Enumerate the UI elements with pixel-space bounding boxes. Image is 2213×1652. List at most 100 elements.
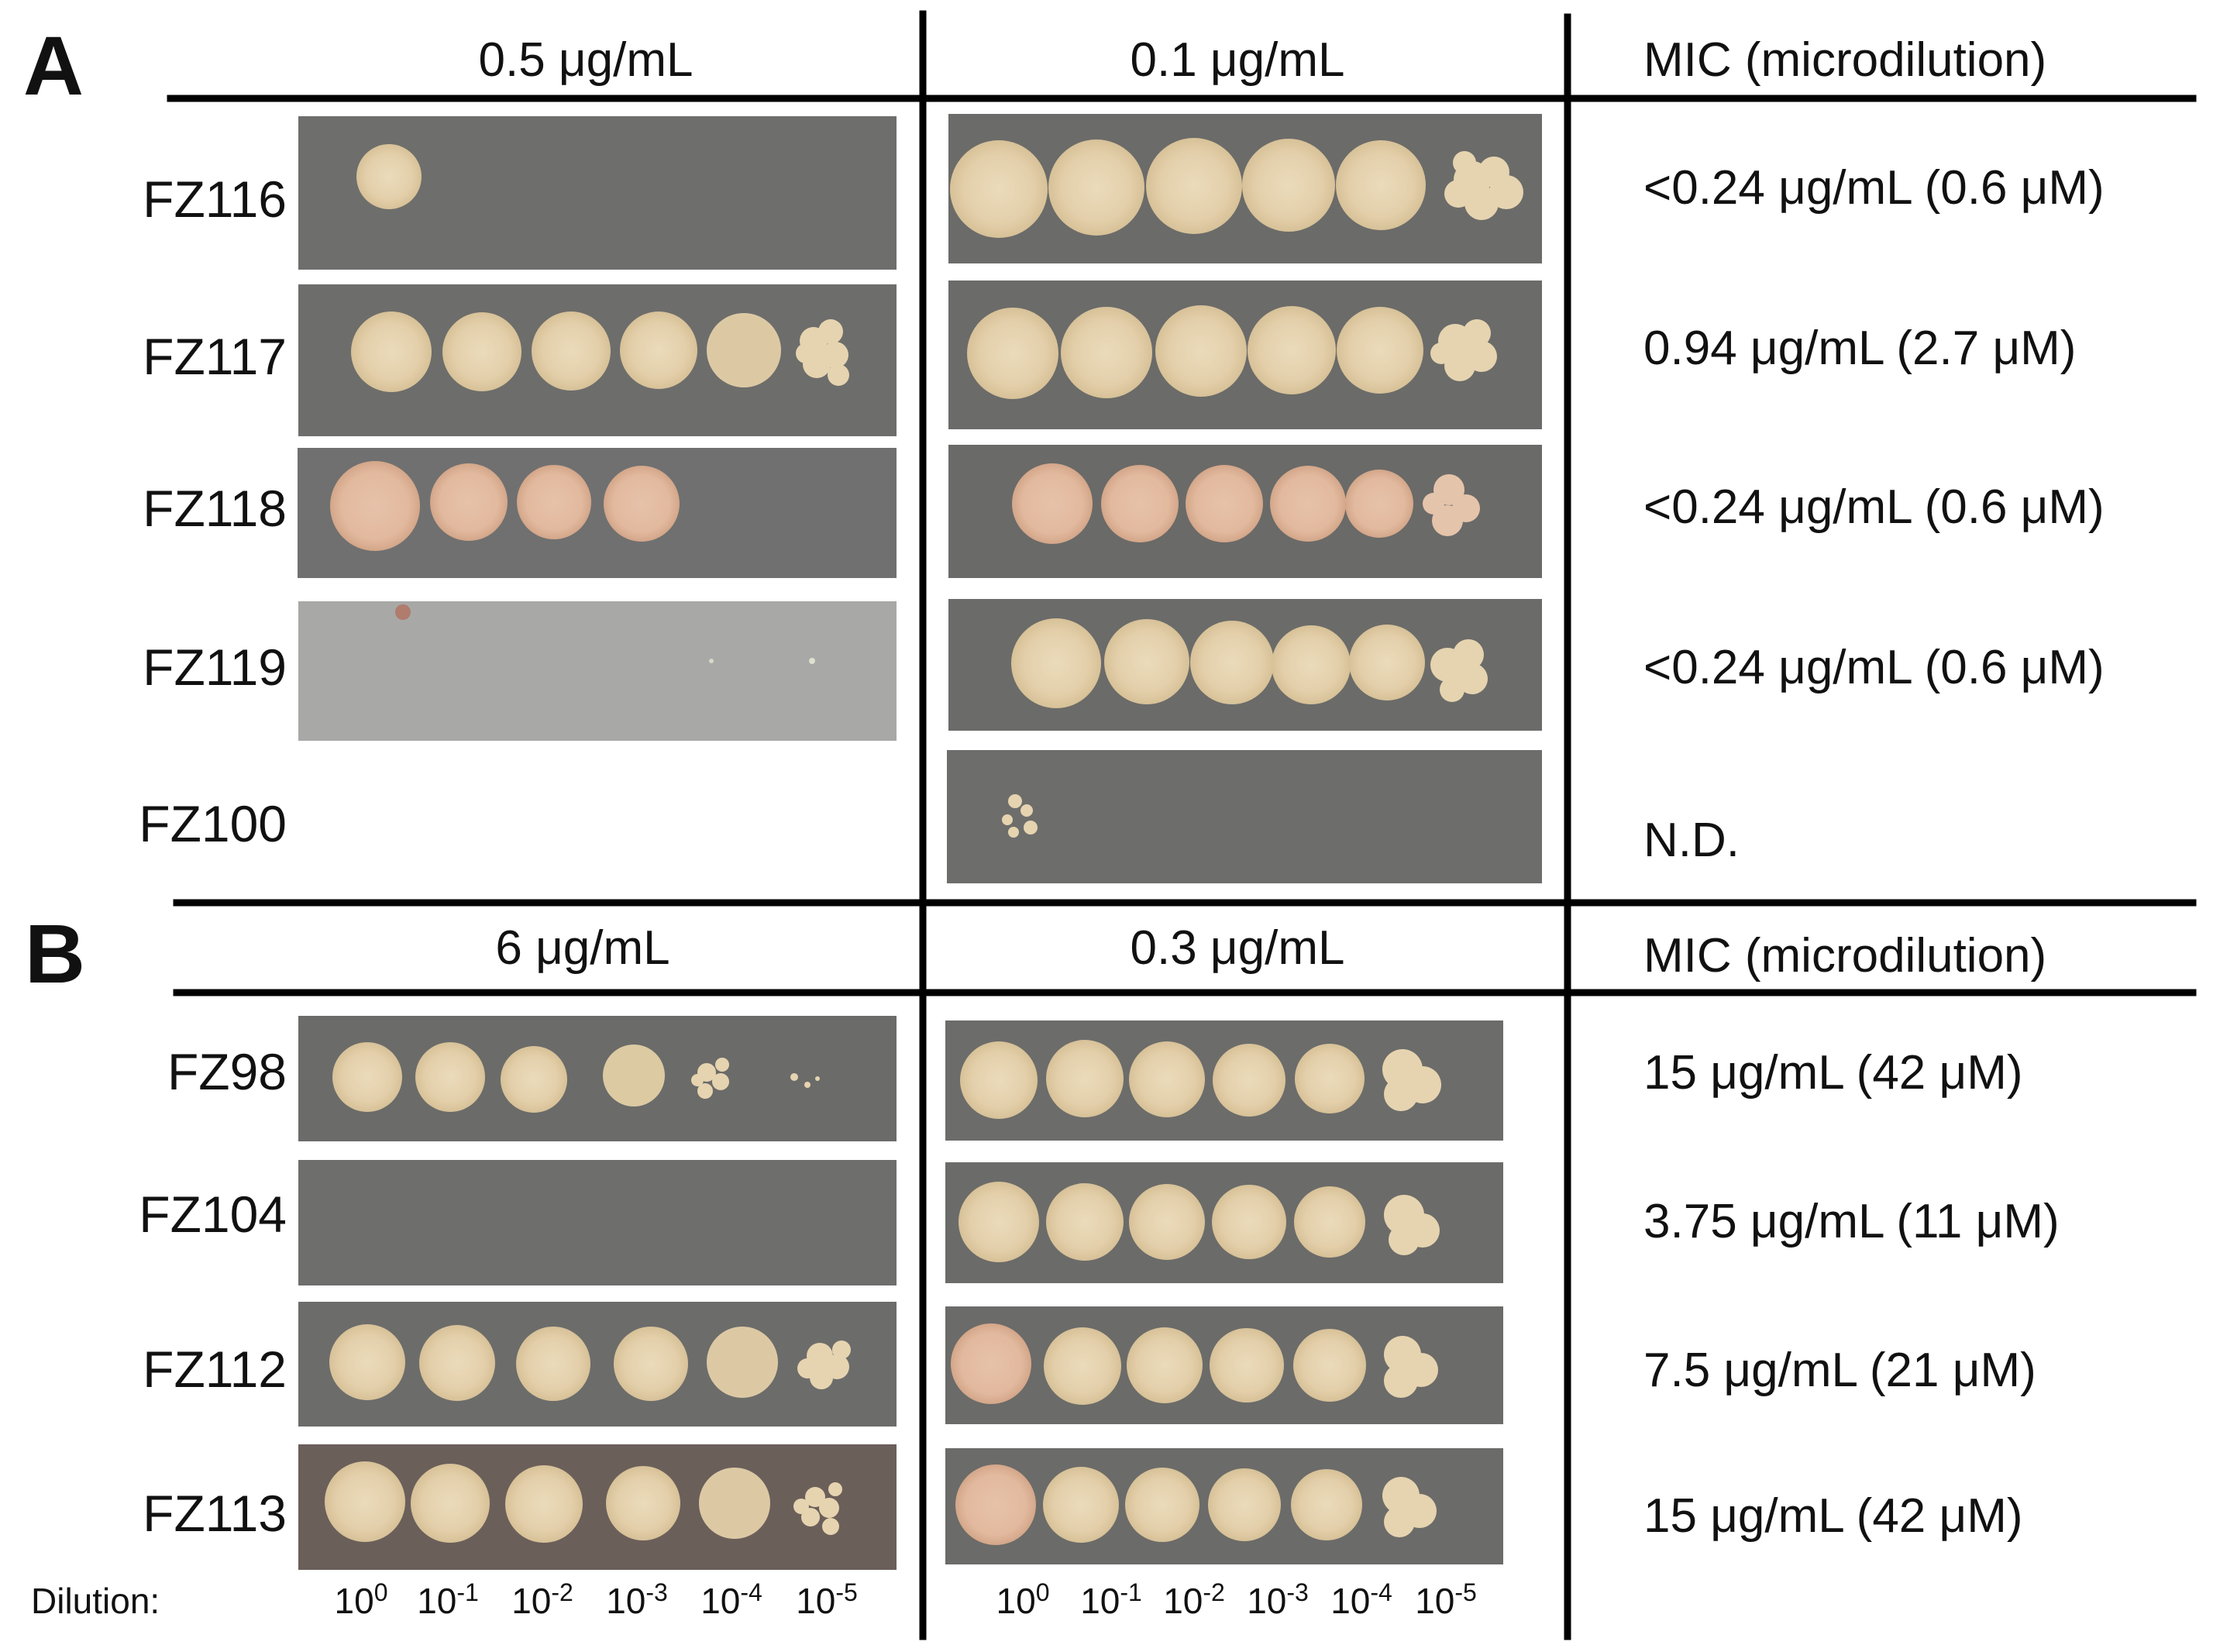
colony-spot <box>699 1468 770 1539</box>
colony-spot <box>603 1045 665 1106</box>
colony-spot <box>707 313 781 387</box>
colony-spot <box>1208 1468 1281 1541</box>
colony-spot <box>442 312 521 391</box>
plate-fz104-left <box>298 1160 897 1285</box>
mic-value-fz116: <0.24 μg/mL (0.6 μM) <box>1643 161 2105 215</box>
colony-spot <box>517 465 591 539</box>
colony-spot <box>959 1182 1039 1262</box>
colony-spot <box>620 311 697 389</box>
colony-spot <box>332 1042 402 1112</box>
colony-spot <box>516 1327 590 1401</box>
dilution-tick-right-2: 10-2 <box>1163 1578 1225 1621</box>
colony-spot <box>1061 307 1152 398</box>
colony-spot <box>1043 1467 1119 1543</box>
conc-header-a-left: 0.5 μg/mL <box>479 33 693 87</box>
mic-header-b: MIC (microdilution) <box>1643 929 2046 983</box>
colony-spot <box>1270 466 1346 542</box>
colony-spot <box>1349 625 1425 700</box>
mic-value-fz117: 0.94 μg/mL (2.7 μM) <box>1643 322 2076 375</box>
colony-spot <box>411 1464 490 1543</box>
colony-cluster <box>691 1058 729 1099</box>
mic-value-fz112: 7.5 μg/mL (21 μM) <box>1643 1344 2036 1397</box>
colony-spot <box>532 311 611 391</box>
colony-spot <box>707 1327 778 1398</box>
colony-spot <box>967 308 1058 399</box>
plate-fz117-left <box>298 284 897 436</box>
colony-spot <box>351 311 432 392</box>
colony-spot <box>1155 305 1247 397</box>
plate-fz119-left <box>298 601 897 741</box>
colony-spot <box>1190 621 1274 704</box>
colony-spot <box>1345 470 1413 538</box>
dilution-tick-right-5: 10-5 <box>1415 1578 1477 1621</box>
dilution-tick-right-4: 10-4 <box>1330 1578 1392 1621</box>
colony-spot <box>604 466 680 542</box>
colony-cluster <box>793 1482 842 1535</box>
colony-spot <box>950 140 1048 238</box>
colony-cluster <box>1384 1336 1438 1398</box>
dilution-tick-left-3: 10-3 <box>606 1578 668 1621</box>
colony-spot <box>960 1041 1038 1119</box>
colony-spot <box>1048 139 1144 236</box>
colony-cluster <box>1423 474 1480 536</box>
strain-label-fz116: FZ116 <box>143 170 287 228</box>
colony-spot <box>415 1042 485 1112</box>
dilution-label: Dilution: <box>31 1581 160 1621</box>
strain-labels: FZ116 FZ117 FZ118 FZ119 FZ100 FZ98 FZ104… <box>139 170 287 1542</box>
colony-spot <box>1125 1468 1199 1542</box>
conc-header-b-left: 6 μg/mL <box>495 921 669 975</box>
plate-fz98-left <box>298 1016 897 1141</box>
colony-spot <box>1272 625 1351 704</box>
colony-spot <box>951 1323 1031 1404</box>
dilution-tick-right-1: 10-1 <box>1080 1578 1142 1621</box>
colony-spot <box>1291 1469 1362 1540</box>
strain-label-fz98: FZ98 <box>167 1043 287 1100</box>
colony-spot <box>1127 1327 1203 1403</box>
mic-header-a: MIC (microdilution) <box>1643 33 2046 87</box>
colony-spot <box>1293 1329 1366 1402</box>
plate-fz113-left <box>298 1444 897 1570</box>
dilution-tick-left-5: 10-5 <box>796 1578 858 1621</box>
plate-fz119-right <box>948 599 1542 731</box>
plate-fz100-right <box>947 750 1542 883</box>
strain-label-fz104: FZ104 <box>139 1186 287 1243</box>
strain-label-fz118: FZ118 <box>143 480 287 537</box>
dilution-tick-left-1: 10-1 <box>417 1578 479 1621</box>
colony-spot <box>1336 140 1426 230</box>
dilution-tick-right-0: 100 <box>996 1578 1050 1621</box>
plate-fz118-left <box>298 448 897 578</box>
dilution-tick-left-2: 10-2 <box>511 1578 573 1621</box>
mic-value-fz113: 15 μg/mL (42 μM) <box>1643 1489 2023 1543</box>
colony-spot <box>505 1465 583 1543</box>
colony-cluster <box>1430 639 1488 702</box>
colony-spot <box>1210 1328 1284 1402</box>
plate-fz112-left <box>298 1302 897 1427</box>
colony-spot <box>1294 1186 1365 1258</box>
strain-label-fz117: FZ117 <box>143 328 287 385</box>
colony-spot <box>330 461 420 551</box>
plate-fz117-right <box>948 280 1542 429</box>
colony-cluster <box>1002 794 1038 838</box>
colony-spot <box>430 463 508 541</box>
colony-spot <box>501 1046 567 1113</box>
dilution-tick-left-0: 100 <box>335 1578 388 1621</box>
colony-cluster <box>797 1341 851 1389</box>
plate-fz98-right <box>945 1020 1503 1141</box>
mic-values: <0.24 μg/mL (0.6 μM) 0.94 μg/mL (2.7 μM)… <box>1643 161 2105 1543</box>
strain-label-fz100: FZ100 <box>139 795 287 852</box>
plate-fz113-right <box>945 1448 1503 1564</box>
mic-value-fz118: <0.24 μg/mL (0.6 μM) <box>1643 480 2105 534</box>
colony-spot <box>1044 1327 1121 1405</box>
colony-spot <box>1295 1044 1365 1113</box>
colony-spot <box>955 1464 1036 1545</box>
strain-label-fz113: FZ113 <box>143 1485 287 1542</box>
mic-value-fz100: N.D. <box>1643 814 1740 867</box>
colony-spot <box>1212 1185 1286 1259</box>
colony-spot <box>1129 1041 1205 1117</box>
colony-spot <box>606 1466 680 1540</box>
colony-spot <box>1213 1044 1285 1117</box>
strain-label-fz119: FZ119 <box>143 638 287 696</box>
colony-cluster <box>1382 1477 1437 1537</box>
mic-value-fz98: 15 μg/mL (42 μM) <box>1643 1046 2023 1100</box>
